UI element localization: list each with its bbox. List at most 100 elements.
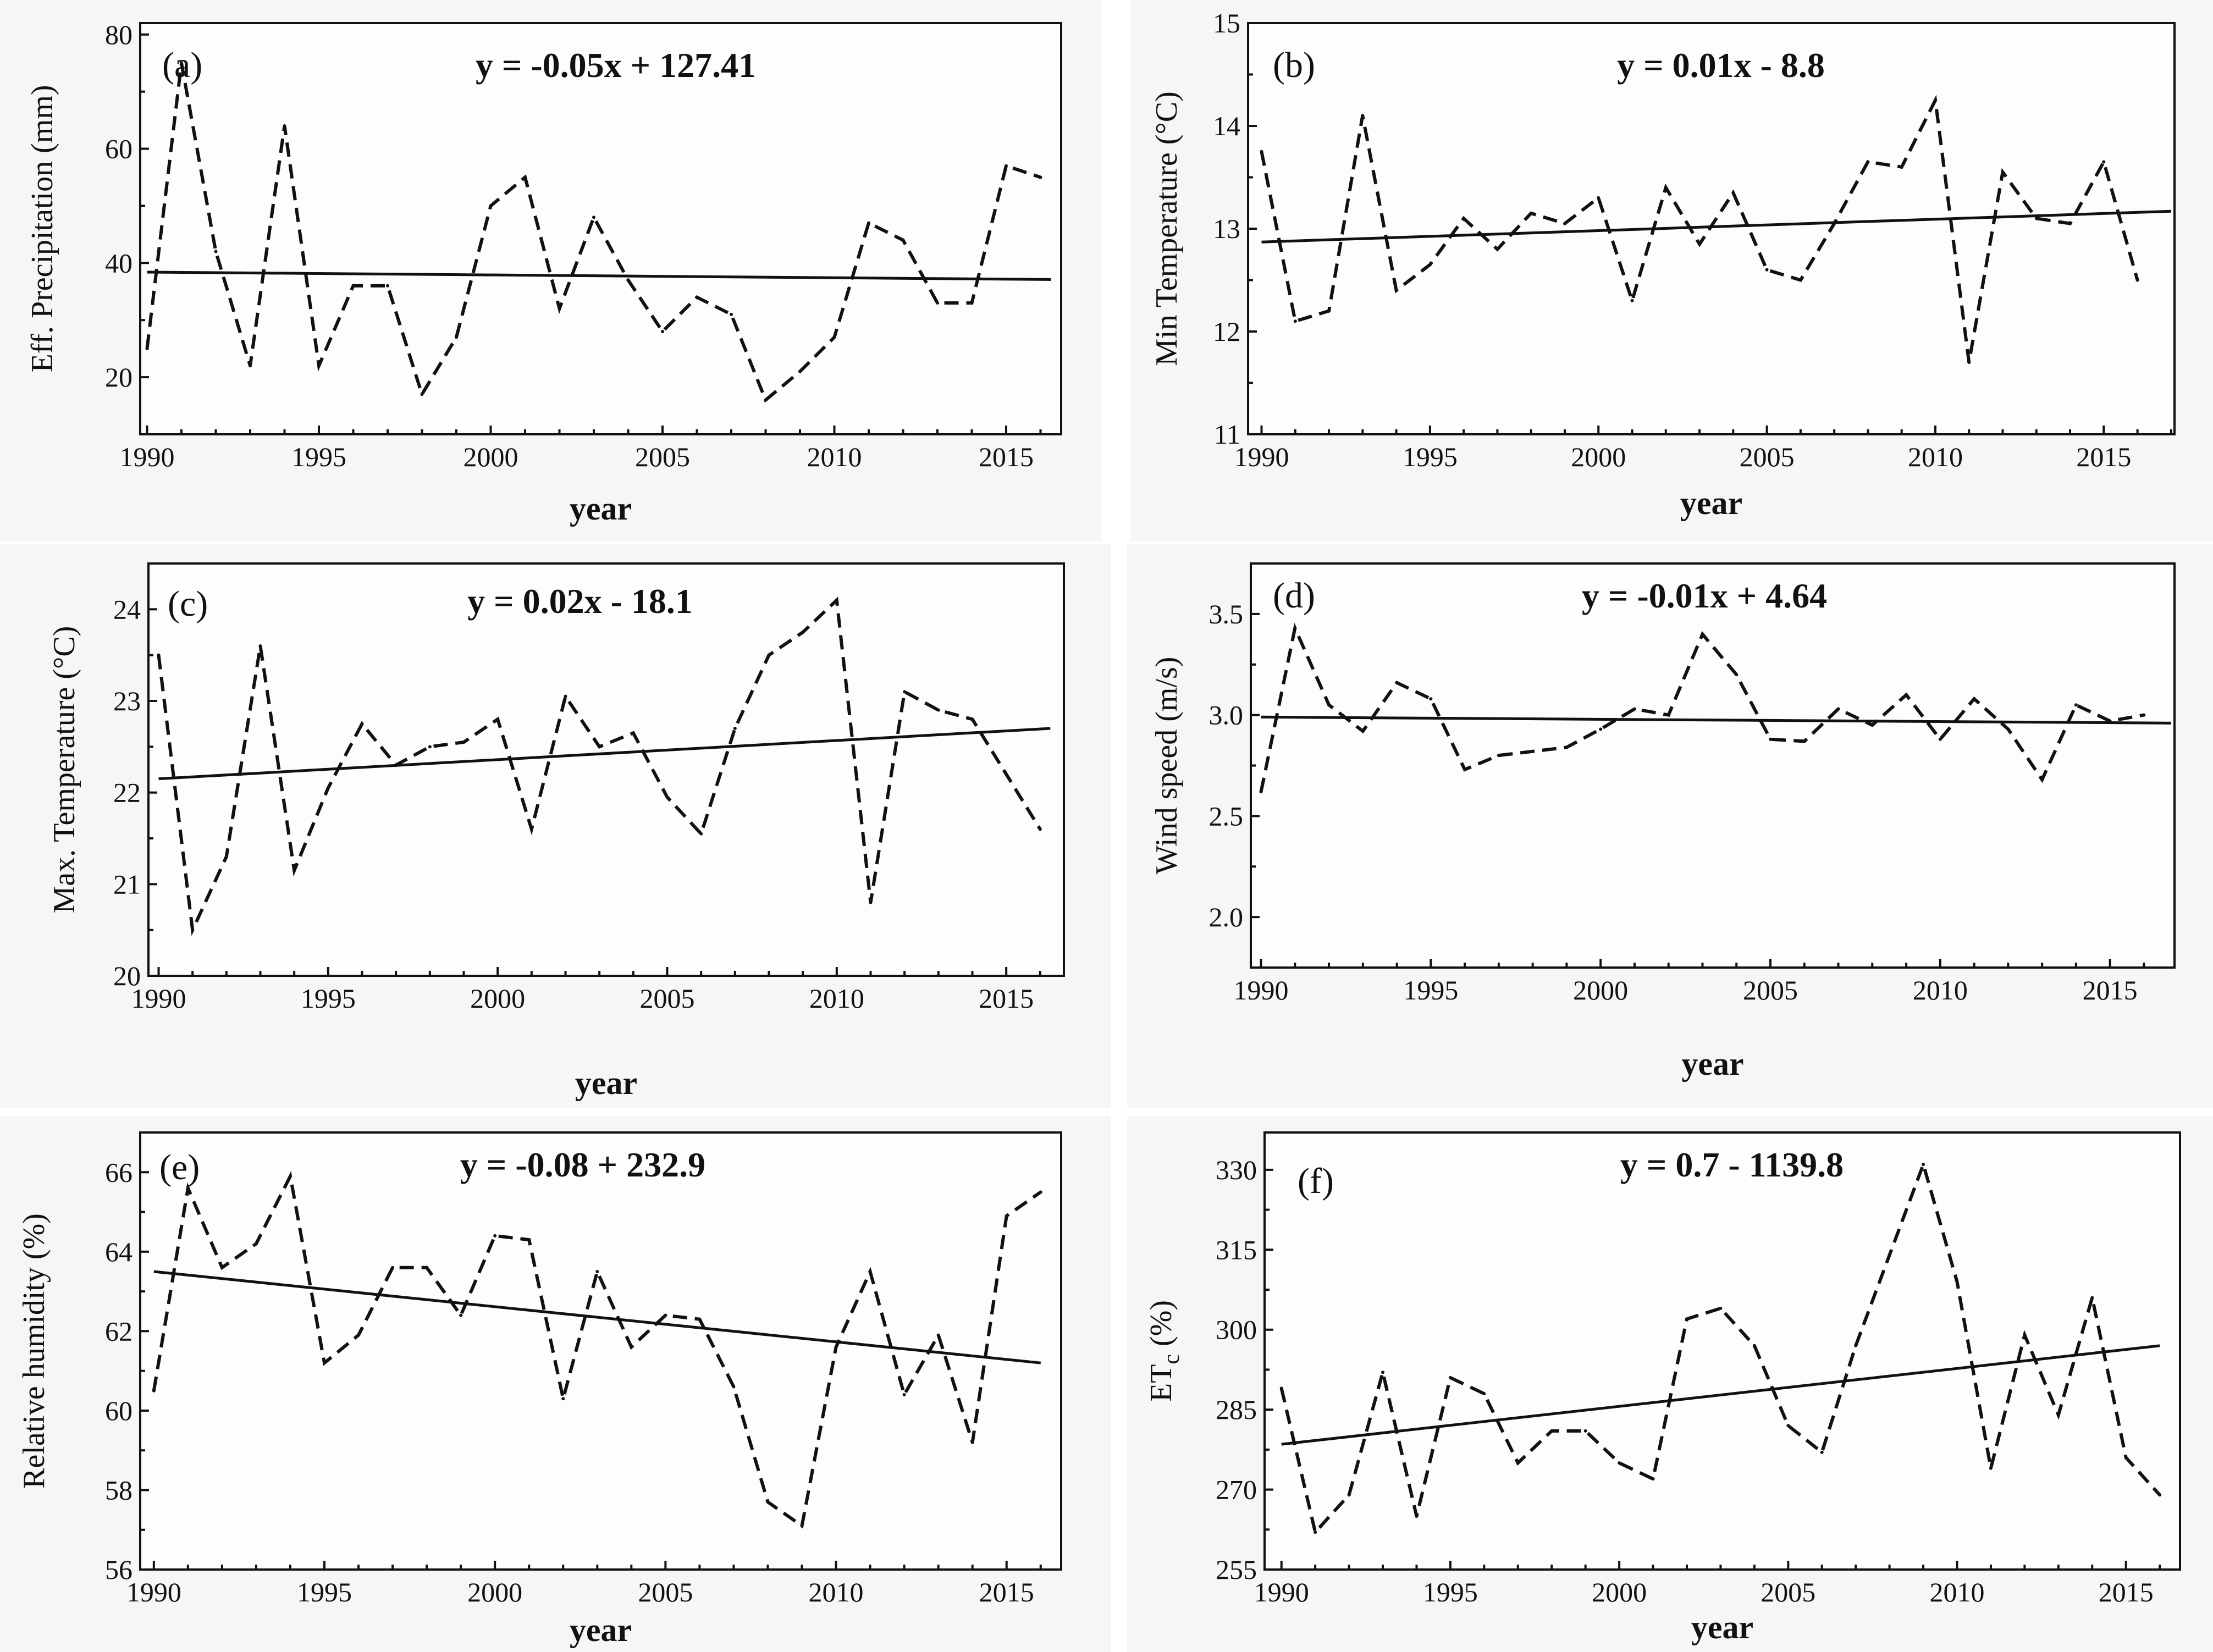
- trend-line: [153, 1270, 1041, 1364]
- data-point: [970, 1440, 974, 1444]
- data-point: [595, 1269, 599, 1273]
- data-point: [1497, 754, 1500, 758]
- y-tick-label: 21: [113, 869, 141, 899]
- data-point: [157, 653, 161, 657]
- data-point: [420, 393, 424, 396]
- data-point: [1482, 1392, 1486, 1396]
- series-line: [1279, 1159, 2161, 1536]
- x-tick-label: 1990: [126, 1577, 181, 1607]
- data-point: [1415, 1515, 1419, 1518]
- data-point: [459, 1313, 463, 1317]
- data-point: [2023, 1333, 2027, 1337]
- data-point: [1599, 727, 1603, 731]
- y-tick-label: 20: [113, 960, 141, 991]
- data-point: [1347, 1493, 1351, 1497]
- data-point: [326, 786, 330, 790]
- y-tick-label: 12: [1213, 316, 1240, 347]
- y-tick-label: 11: [1214, 419, 1240, 450]
- x-tick-label: 2015: [979, 983, 1034, 1014]
- x-tick-label: 1995: [1403, 975, 1458, 1005]
- data-point: [1854, 1344, 1858, 1347]
- trend-equation: y = -0.08 + 232.9: [460, 1145, 705, 1184]
- trend-line: [1261, 715, 2171, 725]
- data-point: [293, 869, 296, 872]
- data-point: [1327, 703, 1331, 707]
- data-point: [462, 741, 466, 744]
- data-point: [661, 330, 664, 333]
- y-tick-label: 3.5: [1209, 599, 1244, 629]
- data-point: [1005, 1214, 1008, 1218]
- data-point: [1005, 164, 1008, 168]
- data-point: [351, 284, 355, 288]
- data-point: [665, 795, 669, 799]
- data-point: [1933, 98, 1937, 102]
- data-point: [1529, 211, 1533, 215]
- data-point: [1698, 242, 1702, 246]
- data-point: [1870, 723, 1874, 727]
- x-tick-label: 2010: [809, 983, 864, 1014]
- data-point: [1314, 1531, 1317, 1534]
- x-tick-label: 2010: [1930, 1577, 1985, 1607]
- panel-label: (d): [1273, 576, 1315, 616]
- data-point: [2034, 217, 2038, 220]
- data-point: [558, 307, 561, 311]
- data-point: [1820, 1450, 1824, 1454]
- data-point: [1685, 1317, 1688, 1321]
- data-point: [386, 284, 389, 288]
- data-point: [1260, 150, 1263, 153]
- data-point: [970, 717, 974, 721]
- x-tick-label: 2000: [467, 1577, 522, 1607]
- y-tick-label: 56: [105, 1554, 133, 1585]
- data-point: [258, 644, 262, 648]
- data-point: [493, 1234, 497, 1237]
- data-point: [152, 1389, 156, 1393]
- data-point: [214, 250, 218, 253]
- data-point: [1765, 268, 1769, 272]
- data-point: [1462, 217, 1466, 220]
- data-point: [283, 124, 286, 128]
- data-point: [1327, 309, 1331, 313]
- panel-b: 1990 1995 2000 2005 2010 2015 11 12 13 14 15 (b) y =…: [1130, 0, 2213, 542]
- y-tick-label: 60: [105, 1395, 133, 1426]
- trend-line: [1281, 1344, 2160, 1446]
- panel-d: 1990 1995 2000 2005 2010 2015 2.0 2.5 3.0 3.5 (d) y…: [1127, 544, 2213, 1108]
- y-tick-label: 2.5: [1209, 800, 1244, 831]
- data-point: [1666, 713, 1670, 717]
- data-point: [2108, 719, 2112, 723]
- data-point: [254, 1242, 258, 1246]
- data-point: [699, 832, 703, 836]
- data-point: [1361, 114, 1365, 118]
- data-point: [834, 1345, 838, 1349]
- x-tick-label: 2005: [635, 441, 690, 472]
- trend-equation: y = 0.01x - 8.8: [1617, 46, 1825, 85]
- data-point: [145, 347, 149, 351]
- data-point: [1651, 1477, 1655, 1481]
- data-point: [1836, 707, 1840, 711]
- data-point: [592, 216, 595, 219]
- data-point: [832, 335, 836, 339]
- data-point: [901, 238, 905, 242]
- panel-label: (c): [168, 584, 208, 624]
- data-point: [2135, 278, 2139, 282]
- data-point: [1259, 790, 1263, 794]
- panel-label: (e): [159, 1147, 200, 1187]
- data-point: [1463, 767, 1467, 771]
- data-point: [527, 1238, 531, 1242]
- x-tick-label: 1995: [1423, 1577, 1478, 1607]
- y-tick-label: 2.0: [1209, 902, 1244, 932]
- data-point: [2090, 1296, 2094, 1300]
- plot-frame: [1263, 1131, 2181, 1571]
- y-tick-label: 315: [1216, 1234, 1257, 1265]
- data-point: [869, 900, 873, 904]
- data-point: [561, 1397, 565, 1401]
- x-tick-label: 1995: [291, 441, 346, 472]
- data-point: [489, 204, 493, 208]
- y-tick-label: 3.0: [1209, 700, 1244, 731]
- y-tick-label: 300: [1216, 1314, 1257, 1345]
- data-point: [1381, 1371, 1385, 1374]
- y-tick-label: 22: [113, 777, 141, 808]
- data-point: [360, 722, 364, 726]
- data-point: [1833, 222, 1836, 225]
- x-tick-label: 1995: [1403, 441, 1458, 472]
- x-tick-label: 2005: [1761, 1577, 1815, 1607]
